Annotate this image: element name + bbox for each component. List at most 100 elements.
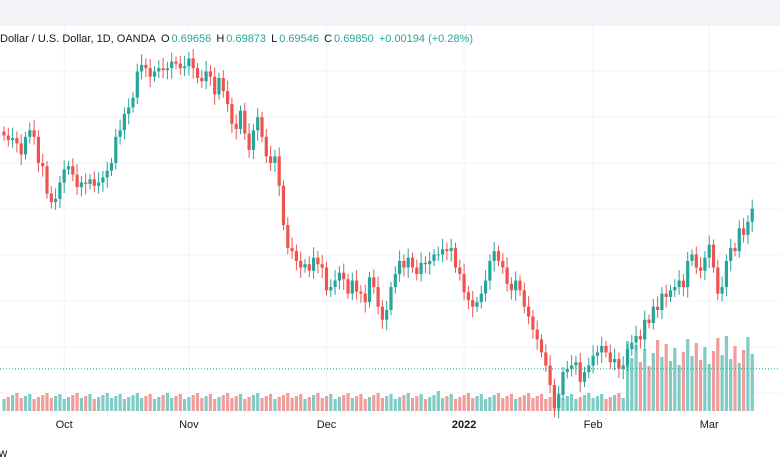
top-toolbar-strip (0, 0, 780, 26)
volume-bar (729, 359, 733, 411)
candle-body (105, 170, 109, 178)
candle-body (294, 251, 298, 261)
volume-bar (643, 349, 647, 411)
candle-body (251, 130, 255, 150)
candle-body (686, 260, 690, 288)
volume-bar (544, 399, 548, 411)
candle-body (19, 143, 23, 155)
volume-bar (742, 350, 746, 411)
footer-bar: ew (0, 440, 780, 470)
volume-bar (694, 343, 698, 411)
candle-body (449, 247, 453, 252)
candle-body (238, 110, 243, 129)
candle-body (634, 336, 638, 343)
volume-bar (415, 396, 419, 411)
footer-text: ew (0, 446, 8, 460)
volume-bar (320, 398, 324, 411)
volume-bar (135, 393, 139, 411)
candle-body (462, 274, 466, 293)
volume-bar (750, 354, 754, 411)
volume-bar (71, 395, 75, 411)
volume-bar (66, 397, 71, 411)
candle-body (647, 319, 651, 324)
volume-bar (355, 396, 359, 411)
candle-body (625, 349, 630, 366)
candle-body (363, 293, 367, 303)
volume-bar (531, 398, 535, 411)
volume-bar (247, 397, 251, 411)
candle-body (273, 156, 277, 163)
candle-body (41, 162, 45, 167)
candle-body (277, 156, 281, 186)
candle-body (660, 293, 664, 310)
candle-body (552, 385, 556, 408)
candle-body (380, 306, 384, 320)
volume-bar (342, 395, 346, 411)
volume-bar (28, 394, 32, 411)
candle-body (419, 262, 423, 275)
volume-bar (492, 395, 496, 411)
volume-bar (699, 360, 703, 411)
volume-bar (673, 348, 677, 411)
volume-bar (746, 337, 750, 411)
candle-body (488, 260, 492, 281)
volume-bar (6, 397, 10, 411)
candle-body (36, 136, 40, 163)
volume-bar (453, 399, 458, 411)
candle-body (398, 260, 402, 275)
candle-body (269, 156, 273, 163)
volume-bar (505, 396, 509, 411)
candle-body (161, 68, 165, 71)
volume-bar (307, 397, 311, 411)
candle-body (49, 193, 53, 203)
volume-bar (79, 398, 83, 411)
candle-body (595, 352, 599, 356)
volume-bar (23, 396, 28, 411)
chart-pane[interactable]: Oct Nov Dec 2022 Feb Mar Dollar / U.S. Dollar… (0, 26, 780, 440)
candle-body (561, 372, 565, 395)
candle-body (333, 280, 337, 288)
volume-bar (419, 394, 423, 411)
candle-body (527, 306, 531, 317)
candle-body (208, 71, 212, 77)
candle-body (312, 257, 316, 271)
candle-body (127, 107, 131, 114)
candle-body (574, 362, 578, 366)
volume-bar (398, 397, 402, 411)
candle-body (557, 394, 561, 408)
candle-body (535, 329, 539, 340)
candle-body (505, 267, 509, 284)
candle-body (664, 293, 668, 297)
candle-body (109, 162, 114, 171)
candle-body (170, 61, 174, 69)
candle-body (71, 166, 75, 175)
volume-bar (226, 393, 230, 411)
volume-bar (488, 397, 492, 411)
volume-bar (539, 394, 544, 411)
volume-bar (608, 397, 612, 411)
candle-body (178, 63, 182, 69)
volume-bar (234, 396, 238, 411)
volume-bar (2, 399, 6, 411)
volume-bar (651, 353, 655, 411)
volume-bar (733, 346, 737, 411)
open-label: O (160, 33, 170, 45)
volume-bar (208, 394, 212, 411)
volume-bar (195, 393, 200, 411)
volume-bar (269, 394, 273, 411)
volume-bar (423, 399, 427, 411)
candle-body (441, 249, 445, 255)
volume-bar (256, 393, 260, 411)
volume-bar (41, 395, 45, 411)
candle-body (226, 91, 230, 105)
volume-bar (634, 345, 638, 411)
volume-bar (402, 395, 406, 411)
volume-bar (578, 397, 582, 411)
volume-bar (475, 396, 479, 411)
candle-body (389, 287, 393, 310)
volume-bar (290, 398, 294, 411)
candle-body (200, 78, 204, 82)
volume-bar (587, 393, 591, 411)
price-chart[interactable]: Oct Nov Dec 2022 Feb Mar (0, 26, 780, 440)
candle-body (458, 267, 462, 275)
